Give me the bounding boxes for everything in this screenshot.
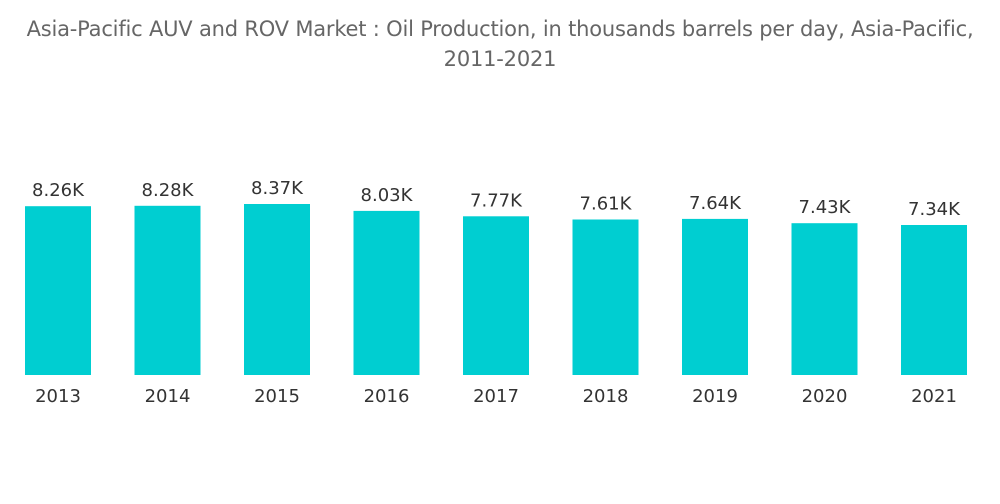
x-tick-label-2016: 2016 <box>364 386 410 407</box>
bar-2016 <box>353 210 420 375</box>
bar-2014 <box>134 205 201 375</box>
bar-2019 <box>682 218 748 375</box>
x-tick-label-2019: 2019 <box>692 386 738 407</box>
chart-title-line-2: 2011-2021 <box>443 47 557 71</box>
data-label-2016: 8.03K <box>361 185 414 206</box>
chart-title-line-1: Asia-Pacific AUV and ROV Market : Oil Pr… <box>26 17 974 41</box>
bar-2020 <box>791 223 858 375</box>
data-label-2017: 7.77K <box>470 190 523 211</box>
bar-2021 <box>901 225 967 375</box>
data-label-2019: 7.64K <box>689 193 742 214</box>
x-tick-label-2013: 2013 <box>35 386 81 407</box>
bar-2018 <box>572 219 639 375</box>
data-label-2021: 7.34K <box>908 199 961 220</box>
x-tick-label-2020: 2020 <box>802 386 848 407</box>
bar-2013 <box>25 206 91 375</box>
x-tick-label-2014: 2014 <box>145 386 191 407</box>
bar-2015 <box>244 204 310 375</box>
chart-title: Asia-Pacific AUV and ROV Market : Oil Pr… <box>0 14 1000 74</box>
x-tick-label-2017: 2017 <box>473 386 519 407</box>
bar-2017 <box>463 216 529 375</box>
data-label-2014: 8.28K <box>142 180 195 201</box>
data-label-2018: 7.61K <box>580 194 633 215</box>
x-tick-label-2015: 2015 <box>254 386 300 407</box>
x-tick-label-2021: 2021 <box>911 386 957 407</box>
data-label-2015: 8.37K <box>251 178 304 199</box>
x-tick-label-2018: 2018 <box>583 386 629 407</box>
data-label-2020: 7.43K <box>799 197 852 218</box>
data-label-2013: 8.26K <box>32 180 85 201</box>
